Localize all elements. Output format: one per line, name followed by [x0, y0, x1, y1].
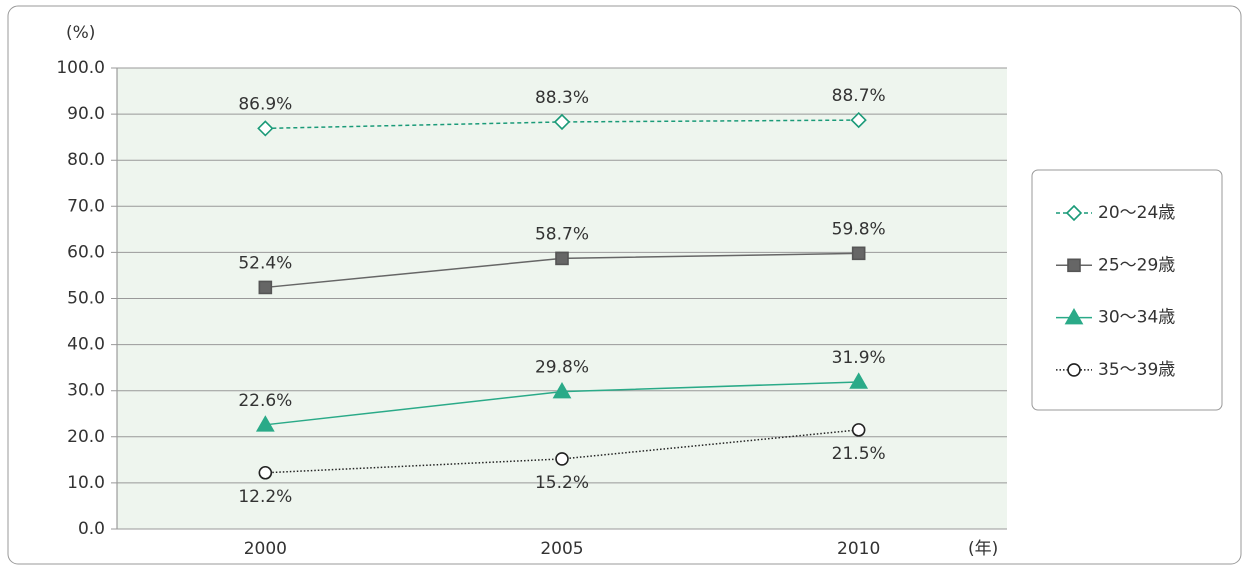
x-unit-label: (年) — [968, 539, 998, 559]
y-tick-label: 50.0 — [67, 289, 105, 309]
legend-marker — [1064, 307, 1084, 325]
data-label: 58.7% — [535, 224, 589, 244]
data-point — [555, 251, 569, 266]
data-point — [851, 423, 866, 437]
legend-marker — [1067, 258, 1081, 273]
legend-marker — [1067, 363, 1081, 377]
y-tick-label: 60.0 — [67, 242, 105, 262]
data-label: 59.8% — [832, 219, 886, 239]
y-tick-label: 100.0 — [56, 58, 105, 78]
data-point — [851, 246, 866, 261]
y-tick-label: 80.0 — [67, 150, 105, 170]
series-line — [265, 429, 859, 474]
data-point — [257, 120, 274, 137]
data-label: 31.9% — [832, 348, 886, 368]
legend-box — [1031, 169, 1223, 411]
legend-label: 20～24歳 — [1098, 203, 1175, 223]
y-tick-label: 90.0 — [67, 104, 105, 124]
legend-label: 30～34歳 — [1098, 308, 1175, 328]
y-unit-label: (%) — [66, 23, 95, 43]
data-label: 86.9% — [238, 94, 292, 114]
data-label: 52.4% — [238, 253, 292, 273]
data-point — [255, 415, 275, 432]
legend-label: 35～39歳 — [1098, 360, 1175, 380]
x-tick-label: 2005 — [540, 539, 583, 559]
y-tick-label: 40.0 — [67, 335, 105, 355]
legend-marker — [1065, 204, 1083, 222]
data-label: 21.5% — [832, 444, 886, 464]
data-point — [555, 452, 569, 466]
data-label: 88.3% — [535, 88, 589, 108]
data-label: 88.7% — [832, 86, 886, 106]
y-tick-label: 10.0 — [67, 473, 105, 493]
x-tick-label: 2010 — [837, 539, 880, 559]
y-tick-label: 30.0 — [67, 381, 105, 401]
x-tick-label: 2000 — [244, 539, 287, 559]
data-point — [258, 280, 273, 295]
legend-label: 25～29歳 — [1098, 255, 1175, 275]
data-point — [552, 382, 572, 399]
y-tick-label: 70.0 — [67, 196, 105, 216]
data-point — [849, 372, 869, 389]
data-point — [850, 111, 867, 129]
y-tick-label: 20.0 — [67, 427, 105, 447]
data-label: 29.8% — [535, 358, 589, 378]
y-tick-label: 0.0 — [78, 519, 105, 539]
data-label: 22.6% — [238, 391, 292, 411]
data-point — [258, 465, 273, 480]
data-point — [553, 113, 571, 131]
data-label: 15.2% — [535, 473, 589, 493]
data-label: 12.2% — [238, 487, 292, 507]
